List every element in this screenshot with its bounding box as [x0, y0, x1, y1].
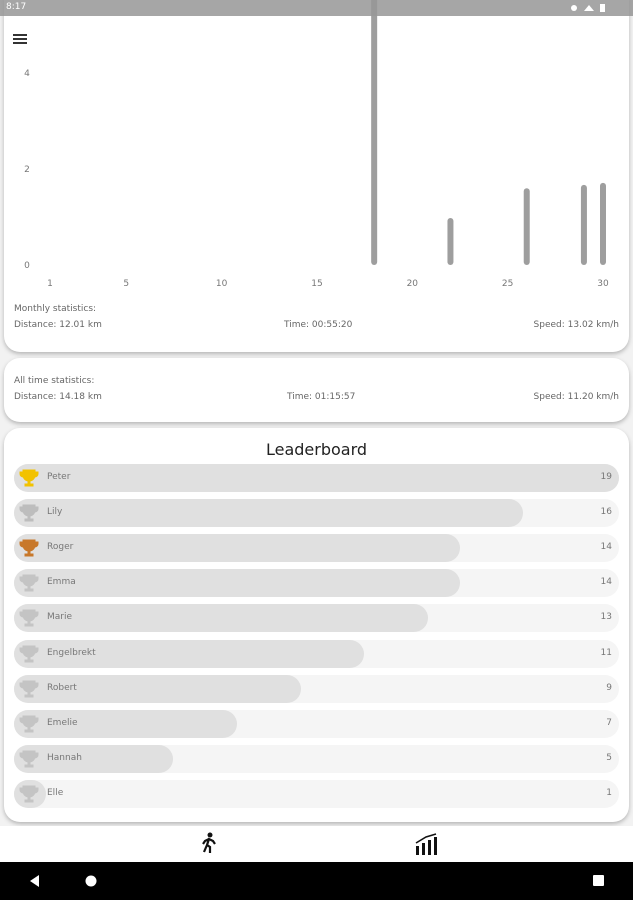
status-time: 8:17: [6, 2, 27, 12]
trophy-shape: [19, 609, 39, 627]
monthly-title: Monthly statistics:: [14, 304, 97, 314]
player-score: 1: [606, 787, 612, 798]
trophy-icon: [19, 680, 39, 698]
trophy-icon: [19, 504, 39, 522]
player-score: 5: [606, 752, 612, 763]
player-name: Roger: [47, 542, 74, 553]
score-bar: [14, 709, 237, 738]
score-bar: [14, 639, 365, 668]
score-bar: [14, 674, 301, 703]
x-tick-label: 20: [407, 279, 419, 289]
player-score: 13: [600, 612, 612, 623]
monthly-distance: Distance: 12.01 km: [14, 320, 102, 330]
bar: [600, 182, 606, 265]
status-icons: [571, 4, 605, 12]
bar: [447, 217, 454, 265]
x-tick-label: 15: [311, 279, 322, 289]
y-tick-label: 4: [24, 69, 30, 79]
score-bar: [14, 499, 524, 528]
leaderboard-row: Lily 16: [14, 499, 619, 528]
bar: [523, 188, 530, 265]
leaderboard-row: Roger 14: [14, 534, 619, 563]
leaderboard-row: Elle 1: [14, 779, 619, 808]
status-bar: 8:17: [0, 0, 633, 16]
player-name: Engelbrekt: [47, 647, 96, 658]
leaderboard-row: Emelie 7: [14, 709, 619, 738]
home-button[interactable]: [84, 874, 98, 888]
trophy-shape: [19, 750, 39, 768]
player-name: Peter: [47, 472, 71, 482]
chart-card: [4, 0, 629, 352]
all-time-speed: Speed: 11.20 km/h: [533, 392, 619, 402]
x-tick-label: 1: [47, 279, 53, 289]
bottom-nav: [0, 826, 633, 862]
back-button[interactable]: [28, 874, 42, 888]
recents-button[interactable]: [593, 875, 605, 887]
monthly-time: Time: 00:55:20: [284, 320, 353, 330]
leaderboard-row: Emma 14: [14, 569, 619, 598]
score-bar: [14, 569, 460, 598]
player-score: 16: [600, 507, 612, 518]
player-name: Robert: [47, 682, 77, 693]
player-score: 9: [606, 682, 612, 693]
player-score: 7: [606, 717, 612, 728]
score-bar: [14, 464, 619, 492]
menu-button[interactable]: [13, 33, 29, 45]
bar: [580, 184, 587, 265]
all-time-title: All time statistics:: [14, 376, 95, 386]
run-tab[interactable]: [198, 832, 218, 854]
player-name: Marie: [47, 612, 73, 623]
trophy-icon: [19, 539, 39, 557]
trophy-icon: [19, 715, 39, 733]
android-nav: [0, 862, 633, 900]
trophy-shape: [19, 785, 39, 803]
player-name: Elle: [47, 787, 64, 798]
x-tick-label: 10: [216, 279, 228, 289]
monthly-speed: Speed: 13.02 km/h: [533, 320, 619, 330]
trophy-icon: [19, 609, 39, 627]
all-time-card: All time statistics: Distance: 14.18 km …: [4, 358, 629, 422]
trophy-shape: [19, 680, 39, 698]
player-name: Emelie: [47, 717, 78, 728]
all-time-time: Time: 01:15:57: [287, 392, 356, 402]
score-bar: [14, 534, 460, 563]
trophy-shape: [19, 715, 39, 733]
bar: [371, 0, 378, 265]
score-bar: [14, 744, 174, 773]
player-name: Lily: [47, 507, 63, 518]
player-score: 11: [600, 647, 612, 658]
stats-tab[interactable]: [414, 832, 442, 856]
trophy-shape: [19, 539, 39, 557]
x-tick-label: 5: [123, 279, 129, 289]
leaderboard-row: Hannah 5: [14, 744, 619, 773]
trophy-icon: [19, 574, 39, 592]
score-bar: [14, 604, 428, 633]
x-tick-label: 30: [597, 279, 609, 289]
player-name: Hannah: [47, 752, 82, 763]
trophy-icon: [19, 645, 39, 662]
trophy-shape: [19, 574, 39, 592]
trophy-icon: [19, 750, 39, 768]
player-score: 14: [600, 577, 612, 588]
x-tick-label: 25: [502, 279, 513, 289]
trophy-icon: [19, 785, 39, 803]
trophy-shape: [19, 645, 39, 662]
leaderboard-row: Robert 9: [14, 674, 619, 703]
trophy-shape: [19, 504, 39, 522]
leaderboard-row: Marie 13: [14, 604, 619, 633]
player-name: Emma: [47, 577, 76, 588]
player-score: 19: [600, 472, 612, 482]
trophy-icon: [19, 469, 39, 487]
trophy-shape: [19, 469, 39, 487]
y-tick-label: 0: [24, 261, 30, 271]
player-score: 14: [600, 542, 612, 553]
y-tick-label: 2: [24, 165, 30, 175]
leaderboard-title: Leaderboard: [265, 440, 368, 459]
leaderboard-row: Engelbrekt 11: [14, 639, 619, 668]
leaderboard-row: Peter 19: [14, 464, 619, 492]
all-time-distance: Distance: 14.18 km: [14, 392, 102, 402]
